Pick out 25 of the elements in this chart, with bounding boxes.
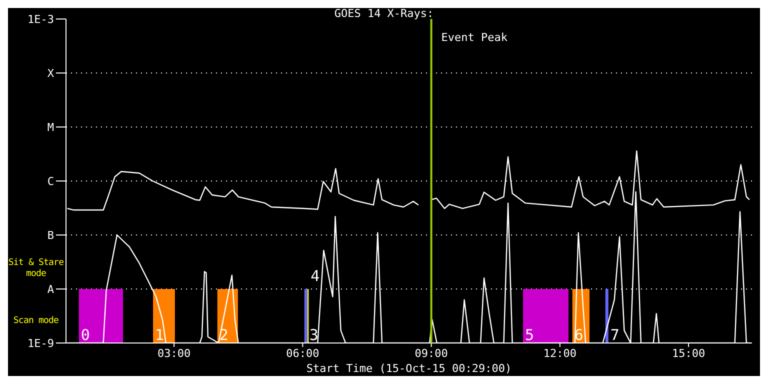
band-label: 1	[155, 326, 164, 344]
band-label: 4	[310, 267, 320, 285]
x-tick-label: 12:00	[543, 346, 576, 360]
x-tick-label: 15:00	[672, 346, 706, 360]
ref-line-label: Event Peak	[441, 31, 508, 44]
band-label: 3	[309, 326, 318, 344]
band-label: 5	[525, 326, 534, 344]
x-tick-label: 06:00	[286, 346, 320, 360]
x-tick-label: 03:00	[157, 346, 191, 360]
band-label: 6	[574, 326, 584, 344]
y-tick-label: 1E-9	[28, 336, 54, 350]
x-axis-title: Start Time (15-Oct-15 00:29:00)	[306, 362, 512, 375]
chart-title: GOES 14 X-Rays:	[334, 7, 434, 20]
y-tick-label: C	[47, 174, 54, 188]
y-tick-label: M	[47, 120, 54, 134]
y-tick-label: B	[47, 228, 54, 242]
band-label: 0	[80, 326, 90, 344]
text: Sit & Stare mode	[8, 258, 64, 280]
y-tick-label: X	[47, 66, 54, 80]
x-tick-label: 09:00	[414, 346, 448, 360]
band-label: 2	[219, 326, 228, 344]
band-label: 7	[610, 326, 620, 344]
y-tick-label: A	[47, 282, 54, 296]
text: Scan mode	[12, 316, 60, 327]
y-tick-label: 1E-3	[28, 12, 54, 26]
